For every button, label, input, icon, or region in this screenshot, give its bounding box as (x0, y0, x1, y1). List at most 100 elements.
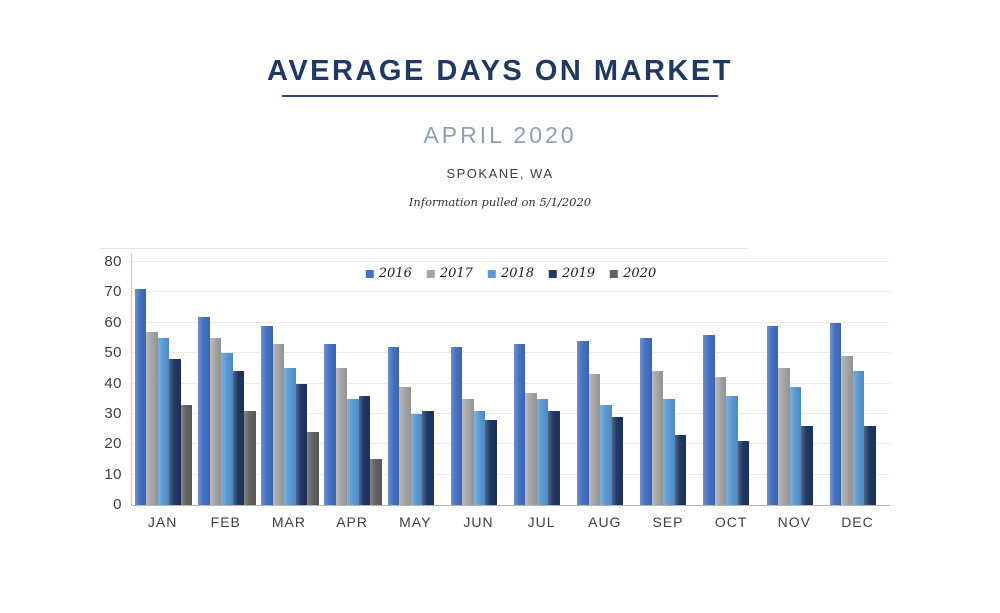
bar-2016-jan (134, 289, 147, 505)
bar-2018-aug (600, 404, 612, 505)
bar-2018-apr (347, 398, 359, 505)
legend-label: 2016 (378, 266, 412, 281)
bar-2019-feb (232, 371, 244, 505)
bar-2017-oct (714, 377, 727, 505)
bar-2016-sep (640, 337, 652, 505)
bar-2020-mar (307, 432, 319, 505)
x-tick-label: OCT (714, 514, 748, 530)
y-tick-label: 40 (104, 374, 122, 392)
bar-2018-mar (284, 368, 296, 505)
bar-group-apr (322, 262, 385, 505)
bar-2017-mar (272, 344, 285, 505)
bar-2016-oct (703, 334, 715, 505)
x-tick-label: FEB (210, 514, 241, 530)
bar-2019-oct (737, 441, 750, 505)
bar-groups (132, 262, 890, 505)
bar-2019-jun (485, 419, 497, 505)
bar-2017-nov (778, 368, 790, 505)
bar-group-mar (258, 262, 321, 505)
x-tick-label: NOV (777, 514, 811, 530)
y-tick-label: 30 (104, 404, 122, 422)
x-tick-label: MAY (399, 514, 432, 530)
gridline (132, 473, 890, 475)
bar-group-jan (132, 262, 195, 505)
bar-2018-feb (221, 353, 233, 505)
bar-2019-nov (801, 426, 813, 505)
x-tick-label: APR (336, 514, 368, 530)
legend-swatch (365, 269, 374, 278)
bar-group-jul (511, 262, 574, 505)
legend-label: 2020 (623, 266, 657, 281)
x-tick-label: JUN (463, 514, 494, 530)
bar-2017-dec (841, 356, 853, 505)
gridline (132, 261, 890, 262)
x-axis: JAN FEB MAR APR MAY JUN JUL AUG SEP OCT NOV DEC (131, 514, 889, 530)
legend-label: 2019 (562, 266, 596, 281)
bar-2019-apr (358, 395, 371, 505)
legend-swatch (426, 269, 435, 278)
bar-2018-jul (536, 398, 549, 505)
bar-2017-apr (335, 368, 348, 505)
bar-2018-jan (157, 337, 170, 505)
chart-legend: 2016 2017 2018 2019 2020 (365, 266, 656, 281)
gridline (132, 352, 890, 354)
x-tick-label: MAR (271, 514, 306, 530)
bar-chart: 0 10 20 30 40 50 60 70 80 2016 2017 2018 2019 2020 J… (100, 248, 900, 540)
bar-2018-oct (726, 395, 738, 505)
bar-2018-may (410, 413, 423, 505)
x-tick-label: JUL (527, 514, 556, 530)
bar-2017-jan (146, 331, 158, 505)
legend-swatch (487, 269, 496, 278)
bar-2017-aug (588, 374, 601, 505)
bar-2017-jun (462, 398, 474, 505)
legend-item-2019: 2019 (549, 266, 595, 281)
legend-item-2017: 2017 (426, 266, 473, 281)
x-tick-label: JAN (147, 514, 178, 530)
y-tick-label: 10 (104, 465, 122, 483)
gridline (132, 412, 890, 414)
bar-group-nov (764, 262, 827, 505)
x-tick-label: SEP (652, 514, 684, 530)
legend-item-2018: 2018 (487, 266, 535, 281)
bar-2017-may (399, 386, 411, 505)
bar-2016-feb (198, 316, 210, 505)
bar-2020-jan (180, 404, 193, 505)
bar-2016-nov (766, 325, 779, 505)
bar-group-oct (701, 262, 764, 505)
bar-group-feb (195, 262, 258, 505)
y-tick-label: 60 (104, 313, 122, 331)
gridline (132, 321, 890, 323)
bar-2020-apr (370, 459, 382, 505)
bar-2019-dec (864, 426, 876, 505)
bar-2018-dec (852, 371, 865, 505)
report-location: SPOKANE, WA (446, 166, 554, 181)
gridline (132, 382, 890, 384)
bar-2018-jun (473, 410, 486, 505)
y-tick-label: 20 (104, 435, 122, 453)
bar-group-may (385, 262, 448, 505)
x-tick-label: DEC (841, 514, 874, 530)
bar-2016-jun (450, 347, 463, 505)
legend-label: 2017 (439, 266, 473, 281)
bar-2019-mar (295, 383, 308, 505)
page-title: AVERAGE DAYS ON MARKET (267, 55, 733, 87)
y-tick-label: 80 (104, 253, 122, 270)
report-note: Information pulled on 5/1/2020 (408, 195, 592, 209)
bar-2017-feb (209, 337, 221, 505)
bar-group-jun (448, 262, 511, 505)
legend-label: 2018 (500, 266, 535, 281)
bar-2016-jul (513, 344, 526, 505)
bar-group-dec (827, 262, 890, 505)
title-underline (282, 95, 718, 97)
bar-2016-aug (577, 340, 589, 505)
x-tick-label: AUG (588, 514, 622, 530)
legend-swatch (549, 269, 558, 278)
bar-2019-sep (674, 435, 687, 505)
legend-swatch (610, 269, 619, 278)
legend-item-2020: 2020 (610, 266, 656, 281)
bar-2018-sep (663, 398, 675, 505)
bar-group-aug (574, 262, 637, 505)
y-axis: 0 10 20 30 40 50 60 70 80 (100, 253, 126, 513)
bar-2017-jul (525, 392, 537, 505)
report-header: AVERAGE DAYS ON MARKET APRIL 2020 SPOKAN… (0, 0, 1000, 209)
